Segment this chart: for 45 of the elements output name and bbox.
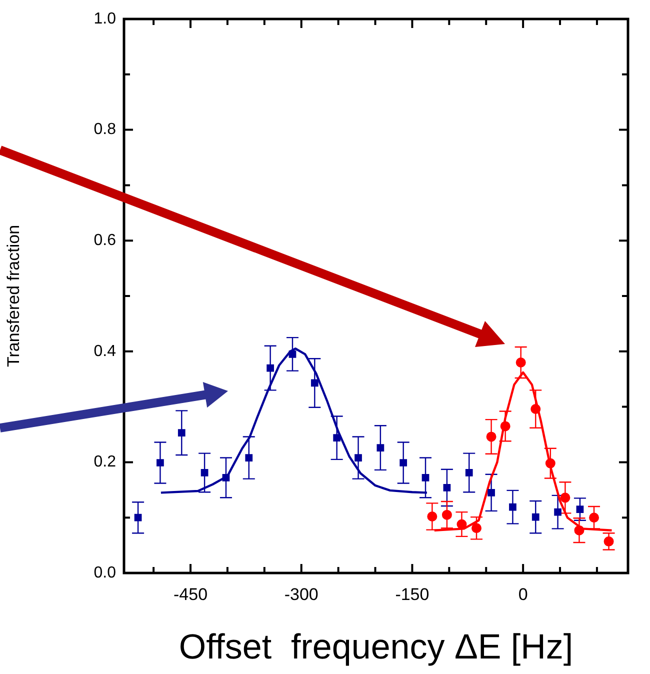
- y-axis-title: Transfered fraction: [4, 224, 23, 368]
- point: [427, 511, 438, 522]
- point: [574, 525, 584, 536]
- point: [545, 458, 556, 468]
- point: [486, 432, 496, 442]
- point: [560, 492, 570, 503]
- x-axis-title: Offset frequency ΔE [Hz]: [178, 628, 574, 667]
- y-tick-label: 1.0: [94, 10, 116, 28]
- point: [134, 514, 142, 522]
- point: [589, 512, 600, 523]
- point: [245, 454, 253, 462]
- point: [443, 484, 451, 492]
- y-tick-label: 0.4: [94, 342, 116, 360]
- point: [530, 404, 541, 414]
- x-tick-label: -450: [173, 584, 208, 604]
- point: [488, 488, 495, 496]
- point: [266, 364, 274, 372]
- point: [400, 459, 408, 466]
- x-tick-label: -150: [395, 584, 430, 604]
- x-tick-label: -300: [284, 584, 318, 604]
- point: [456, 519, 467, 530]
- y-tick-label: 0.6: [94, 232, 116, 250]
- point: [442, 510, 452, 520]
- point: [422, 474, 430, 482]
- point: [465, 469, 473, 476]
- point: [554, 508, 562, 516]
- point: [156, 459, 164, 466]
- point: [576, 506, 584, 513]
- point: [532, 513, 540, 521]
- point: [222, 474, 230, 482]
- x-tick-label: 0: [518, 584, 528, 604]
- y-tick-label: 0.0: [94, 564, 116, 582]
- point: [516, 357, 526, 368]
- point: [376, 444, 384, 452]
- y-tick-label: 0.8: [94, 121, 116, 138]
- point: [310, 379, 318, 387]
- y-tick-label: 0.2: [94, 454, 116, 471]
- point: [200, 469, 208, 476]
- point: [288, 350, 296, 358]
- point: [500, 421, 510, 432]
- point: [472, 523, 482, 534]
- point: [509, 503, 516, 511]
- point: [333, 434, 341, 442]
- point: [354, 454, 362, 462]
- point: [178, 429, 186, 437]
